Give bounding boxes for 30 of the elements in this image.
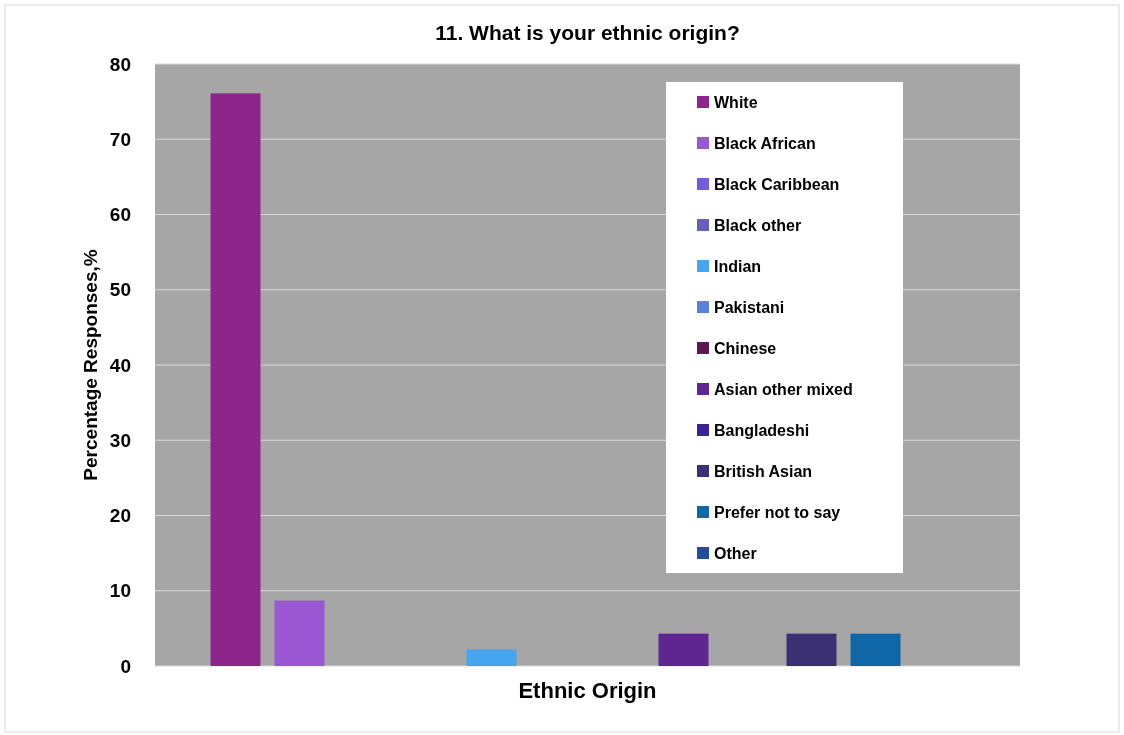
legend-label: British Asian — [714, 462, 813, 480]
bar — [210, 93, 261, 666]
y-tick-label: 10 — [109, 580, 131, 602]
y-tick-label: 80 — [109, 53, 131, 75]
bar — [466, 649, 517, 666]
y-tick-label: 50 — [109, 279, 131, 301]
y-tick-label: 40 — [109, 354, 131, 376]
y-tick-label: 0 — [120, 655, 131, 677]
legend-label: Asian other mixed — [714, 380, 853, 398]
bar — [850, 633, 901, 666]
chart-title: 11. What is your ethnic origin? — [435, 21, 740, 44]
y-tick-label: 20 — [109, 505, 131, 526]
y-tick-label: 30 — [109, 429, 131, 451]
legend-label: Prefer not to say — [714, 503, 841, 521]
legend-label: Indian — [714, 257, 762, 275]
legend-label: Black other — [714, 216, 802, 234]
bar — [658, 633, 709, 666]
legend-label: Bangladeshi — [714, 421, 810, 439]
y-tick-label: 70 — [109, 128, 131, 150]
legend-label: White — [714, 93, 758, 111]
y-tick-label: 60 — [109, 204, 131, 225]
bar — [786, 633, 837, 666]
legend-label: Chinese — [714, 339, 777, 357]
legend-label: Black African — [714, 134, 816, 152]
bar — [274, 600, 325, 666]
legend-label: Black Caribbean — [714, 175, 840, 193]
x-axis-title: Ethnic Origin — [518, 678, 657, 703]
legend-label: Other — [714, 544, 757, 562]
legend-label: Pakistani — [714, 298, 785, 316]
y-axis-title: Percentage Responses,% — [80, 249, 101, 481]
